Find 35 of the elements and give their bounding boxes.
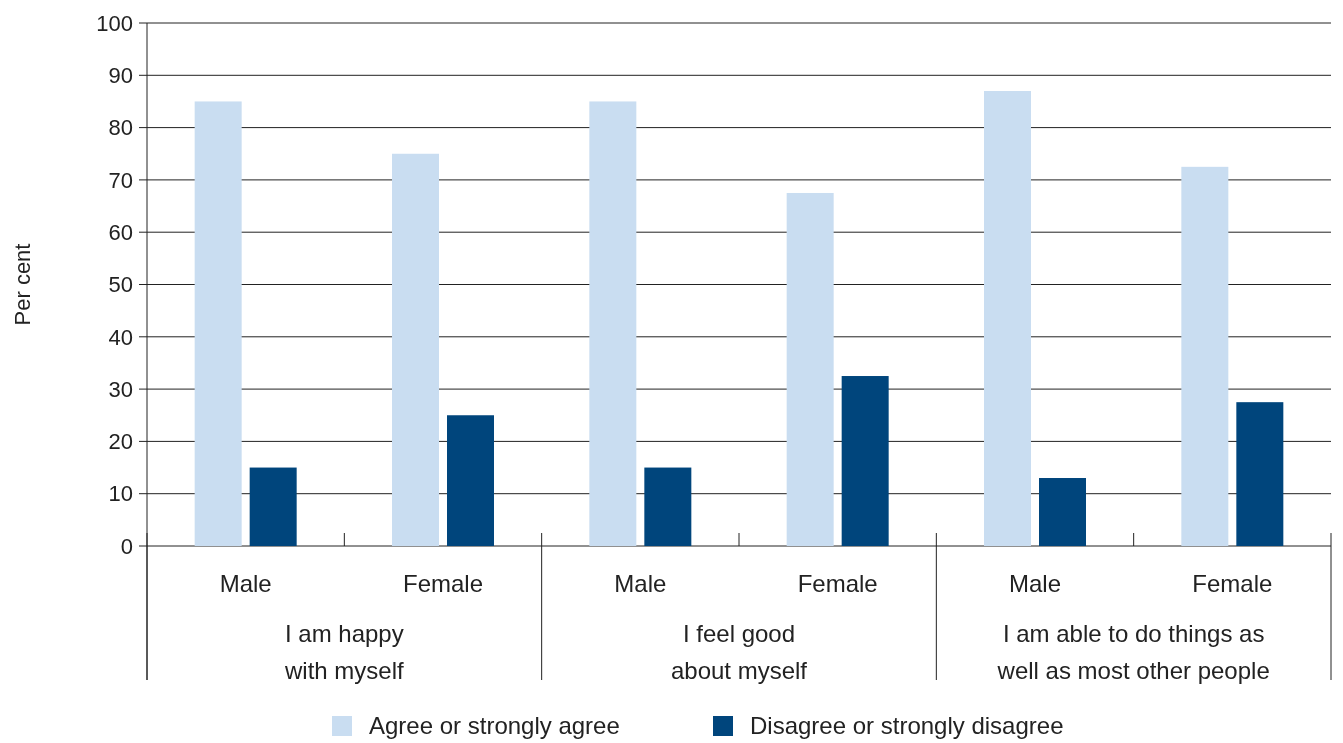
bar bbox=[1236, 402, 1284, 546]
x-tick-label: Female bbox=[402, 570, 484, 597]
bar bbox=[786, 192, 834, 546]
bar bbox=[249, 467, 297, 546]
y-tick-label: 30 bbox=[108, 376, 133, 402]
y-tick-label: 60 bbox=[108, 219, 133, 245]
bar bbox=[1181, 166, 1229, 546]
bar bbox=[841, 376, 889, 546]
y-tick-label: 70 bbox=[108, 167, 133, 193]
text: I feel good about myself bbox=[670, 620, 808, 684]
y-tick-label: 40 bbox=[108, 324, 133, 350]
y-axis-title: Per cent bbox=[10, 243, 35, 326]
bar bbox=[392, 153, 439, 546]
bar bbox=[984, 90, 1031, 546]
x-tick-label: Female bbox=[1192, 570, 1273, 597]
y-tick-label: 50 bbox=[108, 272, 133, 298]
y-tick-label: 10 bbox=[108, 481, 133, 507]
y-tick-label: 90 bbox=[108, 63, 133, 88]
x-tick-label: Male bbox=[614, 570, 667, 597]
bar bbox=[1039, 478, 1086, 546]
bar bbox=[194, 101, 242, 546]
x-tick-label: Male bbox=[219, 570, 272, 597]
y-tick-label: 20 bbox=[108, 429, 133, 455]
y-tick-label: 100 bbox=[96, 10, 133, 36]
x-tick-label: Female bbox=[797, 570, 878, 597]
y-tick-label: 80 bbox=[108, 115, 133, 141]
bar bbox=[447, 415, 494, 546]
text: I am able to do things as well as most other people bbox=[996, 620, 1270, 684]
legend-label: Disagree or strongly disagree bbox=[750, 712, 1064, 740]
bar bbox=[589, 101, 637, 546]
text: I am happy with myself bbox=[283, 620, 405, 684]
legend-label: Agree or strongly agree bbox=[369, 712, 620, 740]
bar bbox=[644, 467, 692, 546]
x-tick-label: Male bbox=[1008, 570, 1062, 597]
y-tick-label: 0 bbox=[120, 533, 133, 559]
